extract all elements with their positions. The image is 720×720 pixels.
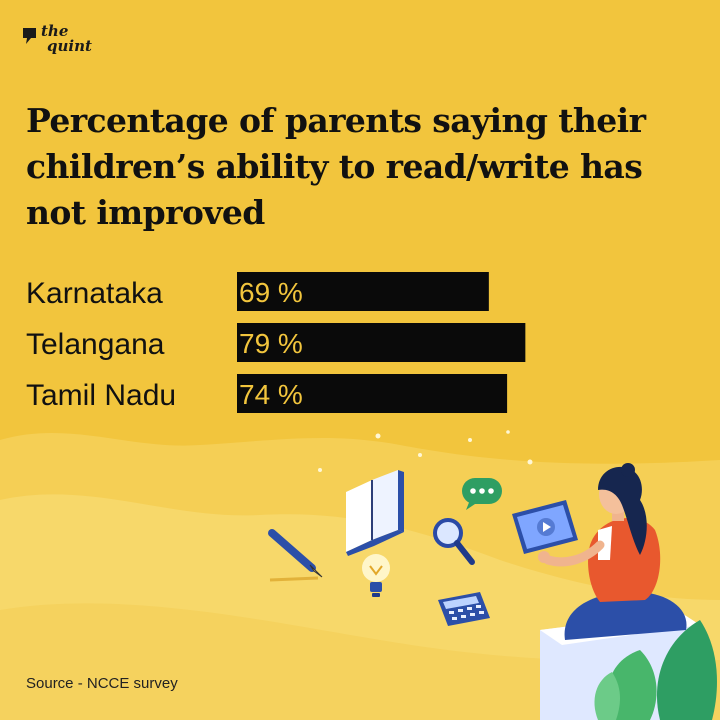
book-icon — [346, 470, 404, 556]
quote-icon — [23, 28, 36, 44]
lightbulb-icon — [362, 554, 390, 597]
pencil-icon — [268, 529, 323, 582]
category-label: Telangana — [26, 328, 165, 361]
brand-logo[interactable]: the quint — [22, 24, 92, 54]
source-note: Source - NCCE survey — [26, 675, 178, 692]
bar — [237, 323, 526, 362]
bar — [237, 272, 489, 311]
brand-line-1: the — [41, 22, 69, 40]
calculator-icon — [438, 592, 490, 626]
chat-bubble-icon — [462, 478, 502, 510]
category-label: Karnataka — [26, 277, 163, 310]
bar-chart: Karnataka 69 % Telangana 79 % Tamil Nadu 74 % — [26, 272, 526, 413]
brand-line-2: quint — [47, 37, 92, 55]
value-label: 69 % — [239, 277, 303, 308]
brand-wordmark: the quint — [41, 24, 92, 54]
category-label: Tamil Nadu — [26, 379, 176, 412]
magnifier-icon — [433, 518, 475, 565]
value-label: 79 % — [239, 328, 303, 359]
plant-leaves — [594, 620, 717, 720]
bar — [237, 374, 508, 413]
chart-title: Percentage of parents saying their child… — [26, 101, 646, 232]
sparkle-dots — [318, 430, 533, 472]
value-label: 74 % — [239, 379, 303, 410]
